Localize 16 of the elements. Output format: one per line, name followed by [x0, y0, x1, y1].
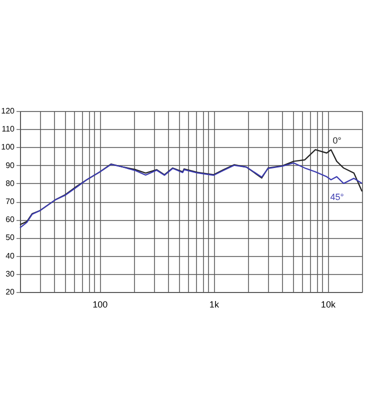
y-tick-label: 80	[6, 178, 16, 188]
y-tick-label: 50	[6, 233, 16, 242]
y-tick-label: 90	[6, 160, 16, 170]
y-tick-label: 120	[1, 106, 16, 116]
x-tick-label: 1k	[209, 300, 220, 310]
y-tick-label: 110	[2, 124, 16, 134]
x-tick-label: 10k	[320, 300, 336, 310]
y-tick-label: 30	[6, 269, 16, 278]
y-tick-label: 20	[6, 288, 16, 296]
y-tick-label: 60	[6, 215, 16, 224]
y-tick-label: 40	[6, 251, 16, 260]
y-tick-label: 100	[1, 142, 16, 152]
y-tick-label: 70	[6, 197, 16, 206]
series-label: 45°	[330, 192, 344, 202]
series-label: 0°	[332, 136, 342, 146]
x-tick-label: 100	[92, 300, 108, 310]
